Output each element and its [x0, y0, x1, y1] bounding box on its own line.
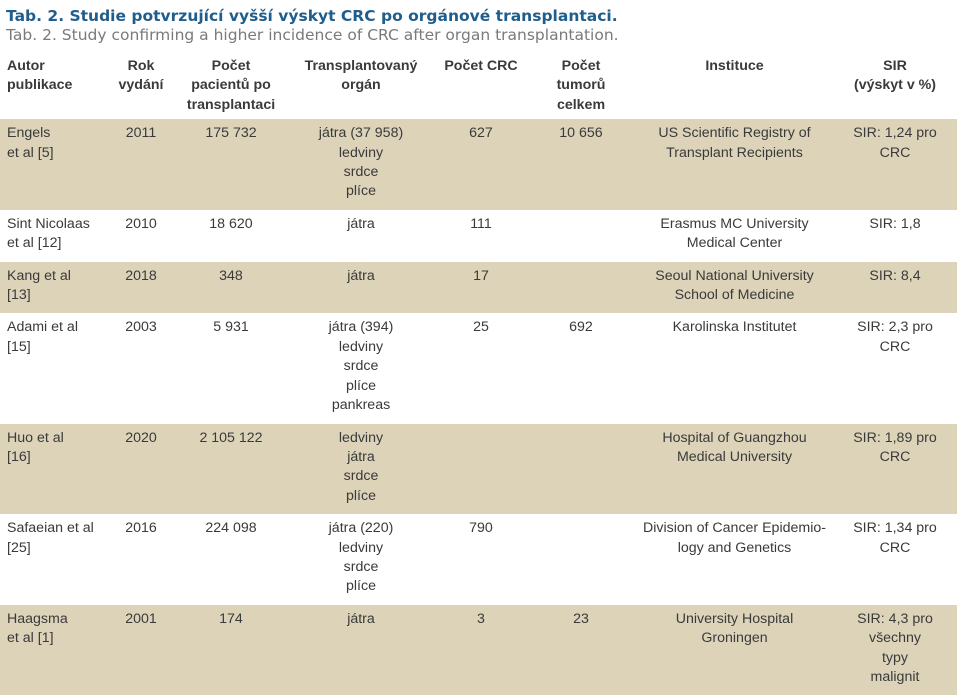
cell-institution: Karolinska Institutet [672, 319, 797, 336]
caption-english: Tab. 2. Study confirming a higher incide… [6, 26, 619, 44]
cell-crc-count: 25 [473, 319, 489, 336]
header-patients: Počet pacientů po transplantaci [186, 58, 276, 113]
cell-crc-count: 111 [470, 215, 492, 232]
cell-author: Safaeian et al [25] [7, 520, 94, 556]
cell-tumor-count: 10 656 [526, 119, 636, 210]
cell-institution: Erasmus MC University Medical Center [660, 215, 809, 252]
cell-year: 2016 [125, 520, 157, 537]
cell-patients: 175 732 [176, 119, 286, 210]
cell-organ: játra [286, 261, 436, 314]
header-crc-count: Počet CRC [444, 58, 518, 74]
cell-tumor-count [526, 210, 636, 262]
table-row: Safaeian et al [25] 2016 224 098 játra (220)… [0, 514, 957, 605]
table-row: Sint Nicolaas et al [12] 2010 18 620 játra 11… [0, 210, 957, 262]
table-row: Adami et al [15] 2003 5 931 játra (394) ledvi… [0, 313, 957, 423]
cell-patients: 5 931 [213, 319, 249, 336]
cell-sir: SIR: 1,34 pro CRC [853, 520, 937, 556]
cell-author: Adami et al [15] [7, 319, 78, 355]
cell-year: 2011 [106, 119, 176, 210]
cell-author: Haagsma et al [1] [0, 604, 106, 695]
crc-studies-table: Autor publikace Rok vydání Počet pacientů p… [0, 53, 957, 695]
table-row: Huo et al [16] 2020 2 105 122 ledviny játra sr… [0, 423, 957, 515]
cell-organ: játra [347, 215, 375, 232]
cell-organ: ledviny játra srdce plíce [286, 423, 436, 515]
cell-year: 2020 [106, 423, 176, 515]
cell-sir: SIR: 2,3 pro CRC [857, 319, 933, 355]
cell-year: 2001 [106, 604, 176, 695]
header-author: Autor publikace [7, 58, 73, 94]
header-tumor-count: Počet tumorů celkem [556, 58, 606, 113]
cell-crc-count: 627 [436, 119, 526, 210]
cell-tumor-count: 23 [526, 604, 636, 695]
cell-organ: játra (220) ledviny srdce plíce [328, 520, 394, 595]
table-row: Haagsma et al [1] 2001 174 játra 3 23 Universit… [0, 604, 957, 695]
cell-crc-count: 3 [436, 604, 526, 695]
header-institution: Instituce [705, 58, 764, 74]
cell-author: Engels et al [5] [0, 119, 106, 210]
cell-sir: SIR: 1,8 [869, 215, 921, 232]
cell-crc-count: 17 [436, 261, 526, 314]
cell-patients: 2 105 122 [176, 423, 286, 515]
cell-institution: Seoul National University School of Medic… [636, 261, 833, 314]
caption-czech: Tab. 2. Studie potvrzující vyšší výskyt … [6, 7, 618, 25]
cell-patients: 348 [176, 261, 286, 314]
cell-institution: Division of Cancer Epidemio-logy and Gen… [643, 520, 826, 556]
cell-institution: US Scientific Registry of Transplant Reci… [636, 119, 833, 210]
cell-author: Huo et al [16] [0, 423, 106, 515]
cell-organ: játra [286, 604, 436, 695]
cell-institution: Hospital of Guangzhou Medical University [636, 423, 833, 515]
table-row: Kang et al [13] 2018 348 játra 17 Seoul Nation… [0, 261, 957, 314]
cell-sir: SIR: 4,3 pro všechny typy malignit [833, 604, 957, 695]
header-sir: SIR (výskyt v %) [853, 58, 936, 94]
cell-year: 2003 [125, 319, 157, 336]
header-year: Rok vydání [118, 58, 164, 94]
cell-organ: játra (37 958) ledviny srdce plíce [286, 119, 436, 210]
cell-author: Kang et al [13] [0, 261, 106, 314]
cell-crc-count [436, 423, 526, 515]
cell-sir: SIR: 1,89 pro CRC [833, 423, 957, 515]
cell-author: Sint Nicolaas et al [12] [7, 215, 90, 252]
header-organ: Transplantovaný orgán [304, 58, 418, 94]
cell-tumor-count [526, 423, 636, 515]
cell-patients: 18 620 [209, 215, 253, 232]
cell-organ: játra (394) ledviny srdce plíce pankreas [328, 319, 394, 414]
cell-tumor-count: 692 [569, 319, 593, 336]
cell-institution: University Hospital Groningen [636, 604, 833, 695]
cell-sir: SIR: 8,4 [833, 261, 957, 314]
cell-patients: 224 098 [205, 520, 257, 537]
cell-tumor-count [526, 514, 636, 605]
cell-year: 2018 [106, 261, 176, 314]
cell-crc-count: 790 [469, 520, 493, 537]
cell-tumor-count [526, 261, 636, 314]
cell-year: 2010 [125, 215, 157, 232]
table-row: Engels et al [5] 2011 175 732 játra (37 958)… [0, 119, 957, 210]
cell-sir: SIR: 1,24 pro CRC [833, 119, 957, 210]
table-header-row: Autor publikace Rok vydání Počet pacientů p… [0, 53, 957, 119]
table-caption: Tab. 2. Studie potvrzující vyšší výskyt … [0, 0, 957, 45]
cell-patients: 174 [176, 604, 286, 695]
